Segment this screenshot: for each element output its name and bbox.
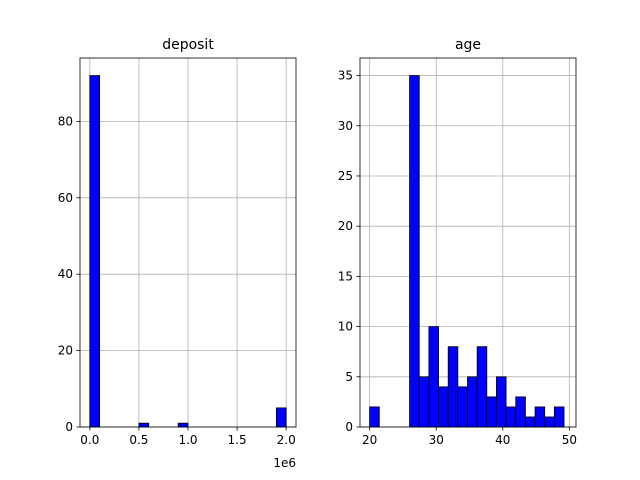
age-histogram-bar: [447, 346, 459, 428]
age-y-tick-label: 10: [338, 320, 353, 334]
age-histogram-bar: [428, 326, 439, 428]
deposit-x-tick-label: 2.0: [277, 433, 296, 447]
deposit-x-tick-label: 1.0: [178, 433, 197, 447]
age-histogram-bar: [418, 376, 430, 428]
age-y-tick-label: 30: [338, 119, 353, 133]
age-y-tick-label: 25: [338, 169, 353, 183]
age-y-tick-label: 35: [338, 69, 353, 83]
age-y-tick-label: 5: [345, 370, 353, 384]
age-y-tick-label: 0: [345, 420, 353, 434]
deposit-y-tick-label: 0: [65, 420, 73, 434]
age-histogram-bar: [496, 376, 507, 428]
age-histogram-panel: 20 30 40 50 0 5 10 15 20 25 30 35 age: [338, 37, 577, 447]
age-histogram-bar: [553, 406, 565, 428]
age-axes-frame: [359, 57, 577, 428]
age-histogram-bar: [544, 416, 555, 428]
deposit-y-tick-label: 60: [58, 191, 73, 205]
age-histogram-bar: [534, 406, 546, 428]
age-y-tick-label: 20: [338, 219, 353, 233]
age-histogram-bar: [515, 396, 526, 428]
age-chart-title: age: [455, 37, 481, 53]
age-x-tick-label: 40: [495, 433, 510, 447]
age-histogram-bar: [409, 75, 420, 428]
deposit-histogram-bar: [89, 75, 101, 428]
age-histogram-bar: [476, 346, 488, 428]
age-histogram-bar: [486, 396, 497, 428]
deposit-histogram-bar: [177, 422, 189, 428]
deposit-x-tick-label: 1.5: [228, 433, 247, 447]
age-histogram-bar: [467, 376, 478, 428]
deposit-plot-area: 0.0 0.5 1.0 1.5 2.0 0 20 40 60 80: [58, 57, 297, 447]
age-histogram-bar: [438, 386, 449, 428]
age-x-tick-label: 30: [429, 433, 444, 447]
deposit-histogram-panel: 0.0 0.5 1.0 1.5 2.0 0 20 40 60 80 deposit 1e6: [58, 37, 297, 470]
deposit-histogram-bar: [138, 422, 150, 428]
deposit-offset-text: 1e6: [273, 456, 296, 470]
age-histogram-bar: [369, 406, 380, 428]
deposit-x-tick-label: 0.0: [80, 433, 99, 447]
age-x-tick-label: 20: [362, 433, 377, 447]
age-y-tick-label: 15: [338, 269, 353, 283]
deposit-histogram-bar: [275, 407, 287, 428]
age-histogram-bar: [505, 406, 517, 428]
age-histogram-bar: [525, 416, 536, 428]
deposit-chart-title: deposit: [162, 37, 214, 53]
age-x-tick-label: 50: [562, 433, 577, 447]
age-histogram-bar: [457, 386, 468, 428]
deposit-y-tick-label: 20: [58, 344, 73, 358]
deposit-x-tick-label: 0.5: [129, 433, 148, 447]
age-plot-area: 20 30 40 50 0 5 10 15 20 25 30 35: [338, 57, 577, 447]
deposit-y-tick-label: 80: [58, 114, 73, 128]
deposit-y-tick-label: 40: [58, 267, 73, 281]
